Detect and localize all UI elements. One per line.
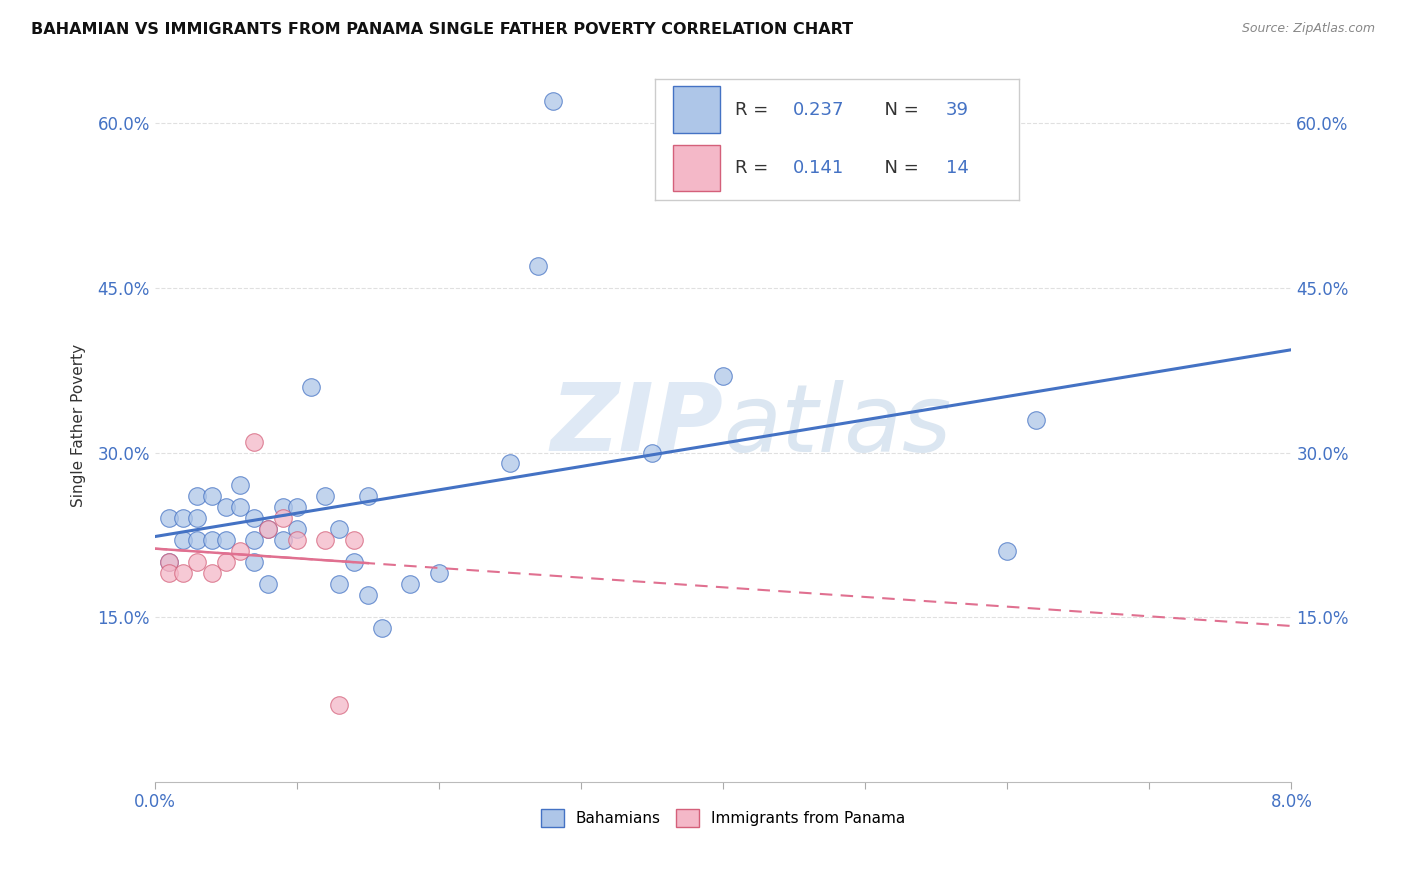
Point	[371, 621, 394, 635]
Point	[271, 511, 294, 525]
Point	[711, 368, 734, 383]
Point	[200, 490, 222, 504]
Point	[257, 522, 280, 536]
Point	[357, 490, 380, 504]
Point	[157, 555, 180, 569]
Point	[243, 434, 266, 449]
Point	[299, 380, 322, 394]
Point	[200, 566, 222, 581]
Point	[399, 577, 422, 591]
Point	[215, 533, 238, 548]
Point	[328, 577, 350, 591]
Point	[229, 500, 252, 515]
Point	[328, 698, 350, 712]
Point	[157, 566, 180, 581]
Point	[541, 95, 564, 109]
Point	[995, 544, 1018, 558]
Point	[427, 566, 450, 581]
Point	[314, 533, 336, 548]
Point	[343, 533, 366, 548]
Point	[499, 457, 522, 471]
Point	[172, 566, 194, 581]
Point	[285, 522, 308, 536]
Point	[285, 533, 308, 548]
Point	[328, 522, 350, 536]
Point	[243, 533, 266, 548]
Point	[1025, 412, 1047, 426]
Point	[186, 490, 208, 504]
Point	[215, 500, 238, 515]
Y-axis label: Single Father Poverty: Single Father Poverty	[72, 343, 86, 507]
Legend: Bahamians, Immigrants from Panama: Bahamians, Immigrants from Panama	[533, 802, 912, 835]
Point	[215, 555, 238, 569]
Text: ZIP: ZIP	[550, 379, 723, 471]
Point	[229, 544, 252, 558]
Point	[157, 511, 180, 525]
Text: atlas: atlas	[723, 380, 952, 471]
Point	[243, 511, 266, 525]
Point	[172, 511, 194, 525]
Point	[186, 511, 208, 525]
Point	[157, 555, 180, 569]
Point	[641, 445, 664, 459]
Text: BAHAMIAN VS IMMIGRANTS FROM PANAMA SINGLE FATHER POVERTY CORRELATION CHART: BAHAMIAN VS IMMIGRANTS FROM PANAMA SINGL…	[31, 22, 853, 37]
Point	[257, 577, 280, 591]
Point	[229, 478, 252, 492]
Point	[271, 533, 294, 548]
Text: Source: ZipAtlas.com: Source: ZipAtlas.com	[1241, 22, 1375, 36]
Point	[257, 522, 280, 536]
Point	[172, 533, 194, 548]
Point	[285, 500, 308, 515]
Point	[314, 490, 336, 504]
Point	[343, 555, 366, 569]
Point	[243, 555, 266, 569]
Point	[527, 259, 550, 273]
Point	[357, 588, 380, 602]
Point	[200, 533, 222, 548]
Point	[186, 533, 208, 548]
Point	[271, 500, 294, 515]
Point	[186, 555, 208, 569]
